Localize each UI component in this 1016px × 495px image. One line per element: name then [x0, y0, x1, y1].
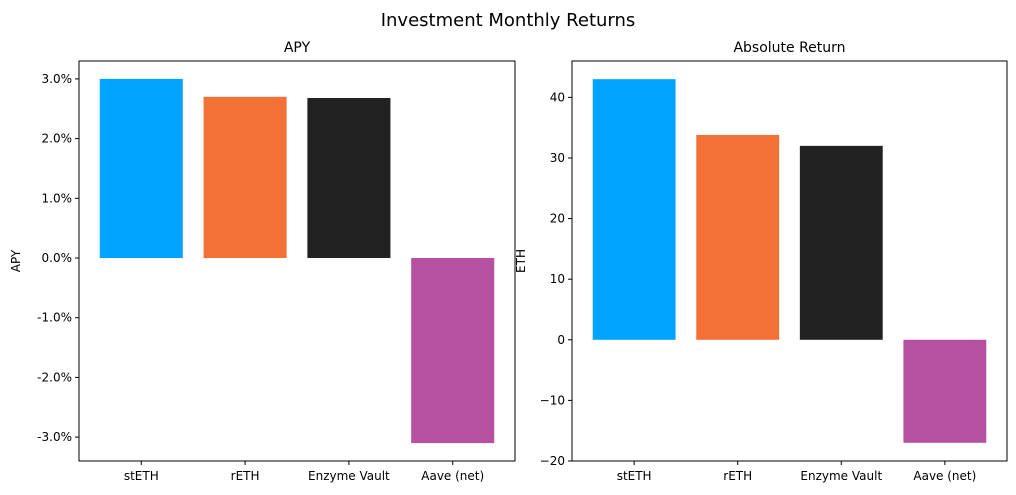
bar-enzyme-vault [799, 145, 883, 340]
x-tick-label: rETH [723, 469, 752, 483]
bar-reth [203, 96, 287, 259]
x-tick-label: rETH [231, 469, 260, 483]
figure-title: Investment Monthly Returns [381, 10, 636, 31]
x-tick-label: Aave (net) [913, 469, 976, 483]
y-tick-label: 2.0% [42, 132, 73, 146]
bar-enzyme-vault [307, 98, 391, 259]
y-tick-label: 0.0% [42, 251, 73, 265]
y-tick-label: 1.0% [42, 191, 73, 205]
y-tick-label: -1.0% [37, 311, 72, 325]
y-tick-label: −20 [540, 454, 565, 468]
bar-steth [592, 79, 676, 340]
y-tick-label: 10 [550, 272, 565, 286]
y-tick-label: 40 [550, 90, 565, 104]
y-axis-label: APY [9, 249, 23, 272]
chart-title: Absolute Return [733, 40, 845, 56]
bar-reth [696, 134, 780, 340]
plot-frame [571, 60, 1008, 462]
y-axis-label: ETH [514, 249, 528, 273]
bar-steth [99, 78, 183, 259]
y-tick-label: -2.0% [37, 370, 72, 384]
bar-aave-net [411, 258, 495, 444]
chart-title: APY [284, 40, 311, 56]
y-tick-label: -3.0% [37, 430, 72, 444]
x-tick-label: Enzyme Vault [308, 469, 390, 483]
x-tick-label: stETH [617, 469, 652, 483]
x-tick-label: Enzyme Vault [800, 469, 882, 483]
y-tick-label: 0 [557, 333, 565, 347]
y-tick-label: 3.0% [42, 72, 73, 86]
y-tick-label: 20 [550, 212, 565, 226]
x-tick-label: Aave (net) [421, 469, 484, 483]
plot-frame [78, 60, 516, 462]
bar-aave-net [903, 339, 987, 443]
y-tick-label: 30 [550, 151, 565, 165]
absolute-return-chart: 40 30 20 10 0 −10 −20 stETH rETH Enzyme Vault Aave… [514, 40, 1008, 483]
x-tick-label: stETH [124, 469, 159, 483]
apy-chart: 3.0% 2.0% 1.0% 0.0% -1.0% -2.0% -3.0% stETH rETH… [9, 40, 516, 483]
y-tick-label: −10 [540, 393, 565, 407]
